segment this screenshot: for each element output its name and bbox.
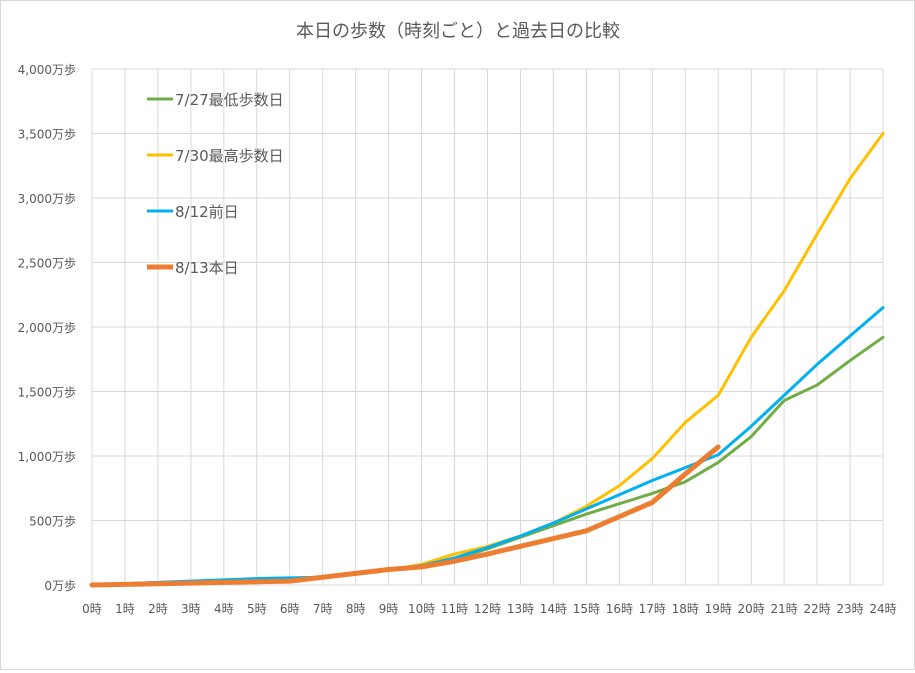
legend-label: 7/30最高歩数日 [175,147,284,165]
x-tick-label: 14時 [540,602,567,616]
x-tick-label: 22時 [803,602,830,616]
y-tick-label: 1,000万歩 [18,449,76,464]
y-tick-label: 3,000万歩 [18,191,76,206]
legend-label: 8/13本日 [175,259,239,277]
x-tick-label: 4時 [214,602,234,616]
legend-label: 7/27最低歩数日 [175,91,284,109]
x-tick-label: 16時 [606,602,633,616]
x-tick-label: 2時 [148,602,168,616]
x-tick-label: 3時 [181,602,201,616]
chart-title: 本日の歩数（時刻ごと）と過去日の比較 [296,21,620,42]
y-tick-label: 4,000万歩 [18,62,76,77]
y-tick-label: 0万歩 [44,578,76,593]
y-tick-label: 3,500万歩 [18,127,76,142]
x-tick-label: 5時 [247,602,267,616]
x-tick-label: 17時 [639,602,666,616]
x-tick-label: 1時 [115,602,135,616]
x-tick-label: 21時 [770,602,797,616]
series-line [89,444,721,588]
y-tick-label: 500万歩 [29,514,76,529]
x-tick-label: 19時 [705,602,732,616]
x-tick-label: 7時 [313,602,333,616]
x-tick-label: 10時 [408,602,435,616]
y-tick-label: 2,000万歩 [18,320,76,335]
y-tick-label: 2,500万歩 [18,256,76,271]
x-tick-label: 24時 [869,602,896,616]
x-tick-label: 0時 [82,602,102,616]
x-tick-label: 20時 [738,602,765,616]
series-line [90,306,885,587]
x-tick-label: 12時 [474,602,501,616]
x-tick-label: 8時 [346,602,366,616]
y-tick-label: 1,500万歩 [18,385,76,400]
x-tick-label: 13時 [507,602,534,616]
x-tick-label: 18時 [672,602,699,616]
x-tick-label: 11時 [441,602,468,616]
x-tick-label: 6時 [280,602,300,616]
x-tick-label: 9時 [379,602,399,616]
legend-label: 8/12前日 [175,203,239,221]
x-tick-label: 15時 [573,602,600,616]
x-tick-label: 23時 [836,602,863,616]
